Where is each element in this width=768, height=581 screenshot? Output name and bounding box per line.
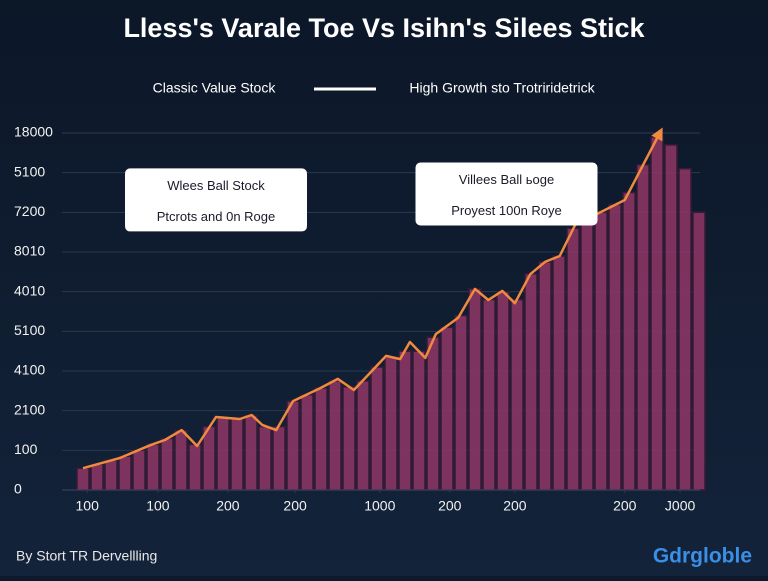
bar bbox=[636, 163, 650, 491]
chart-title: Lless's Varale Toe Vs Isihn's Silees Sti… bbox=[123, 13, 645, 43]
x-tick-label: 200 bbox=[503, 498, 527, 514]
bar bbox=[76, 467, 90, 491]
bar bbox=[496, 290, 510, 491]
bar bbox=[104, 459, 118, 491]
y-tick-label: 4010 bbox=[14, 282, 45, 298]
bar bbox=[258, 425, 272, 491]
x-tick-label: J000 bbox=[665, 498, 696, 514]
bar bbox=[230, 417, 244, 491]
x-tick-label: 200 bbox=[283, 498, 307, 514]
bar bbox=[426, 336, 440, 491]
bar bbox=[440, 326, 454, 491]
bar bbox=[146, 443, 160, 491]
annotation-box bbox=[125, 168, 307, 232]
y-tick-label: 5100 bbox=[14, 163, 45, 179]
annotation-box bbox=[415, 162, 598, 226]
bar bbox=[510, 298, 524, 491]
bar bbox=[454, 314, 468, 491]
y-tick-label: 2100 bbox=[14, 401, 45, 417]
bar bbox=[188, 443, 202, 491]
bar bbox=[650, 136, 664, 491]
bar bbox=[328, 380, 342, 491]
bar bbox=[538, 261, 552, 491]
bar bbox=[622, 191, 636, 491]
bar bbox=[384, 356, 398, 491]
bar bbox=[594, 211, 608, 491]
x-tick-label: 200 bbox=[613, 498, 637, 514]
bar bbox=[174, 429, 188, 491]
bar bbox=[398, 350, 412, 491]
x-tick-label: 100 bbox=[76, 498, 100, 514]
bar bbox=[552, 255, 566, 491]
bar bbox=[664, 144, 678, 491]
bar bbox=[608, 203, 622, 491]
x-tick-label: 200 bbox=[216, 498, 240, 514]
y-tick-label: 4100 bbox=[14, 362, 45, 378]
y-tick-label: 0 bbox=[14, 481, 22, 497]
footer: By Stort TR Dervellling bbox=[16, 548, 157, 564]
annotation-text: Villees Ball ьoge bbox=[459, 172, 554, 187]
bar bbox=[356, 380, 370, 491]
bar bbox=[286, 400, 300, 491]
y-tick-label: 5100 bbox=[14, 322, 45, 338]
bar bbox=[412, 350, 426, 491]
bar bbox=[482, 298, 496, 491]
y-tick-label: 100 bbox=[14, 441, 38, 457]
y-tick-label: 18000 bbox=[14, 124, 53, 140]
legend-label: High Growth sto Trotriridetrick bbox=[409, 80, 595, 96]
bar bbox=[314, 387, 328, 491]
bar bbox=[132, 449, 146, 491]
bar bbox=[160, 437, 174, 491]
bar bbox=[566, 227, 580, 491]
plot-area: 0 100 2100 4100 5100 4010 8010 7200 5100 18000 100… bbox=[14, 124, 706, 514]
x-tick-label: 100 bbox=[146, 498, 170, 514]
logo: Gdrgloble bbox=[653, 545, 752, 568]
line bbox=[82, 127, 663, 470]
bar bbox=[524, 273, 538, 491]
y-tick-label: 8010 bbox=[14, 243, 45, 259]
bar bbox=[342, 386, 356, 491]
bar bbox=[272, 425, 286, 491]
x-tick-label: 1000 bbox=[364, 498, 395, 514]
bar bbox=[678, 167, 692, 491]
annotation-text: Wlees Ball Stock bbox=[167, 178, 265, 193]
bar bbox=[300, 394, 314, 491]
bar bbox=[370, 366, 384, 491]
bar bbox=[118, 455, 132, 491]
bar bbox=[580, 219, 594, 491]
bar bbox=[468, 288, 482, 491]
x-tick-label: 200 bbox=[438, 498, 462, 514]
bar bbox=[90, 463, 104, 491]
y-tick-label: 7200 bbox=[14, 203, 45, 219]
annotation-text: Ptcrots and 0n Roge bbox=[157, 209, 276, 224]
annotation-text: Proyest 100n Roye bbox=[451, 203, 562, 218]
bar bbox=[216, 417, 230, 491]
bar bbox=[244, 414, 258, 491]
legend-label: Classic Value Stock bbox=[153, 80, 277, 96]
bar bbox=[692, 211, 706, 491]
